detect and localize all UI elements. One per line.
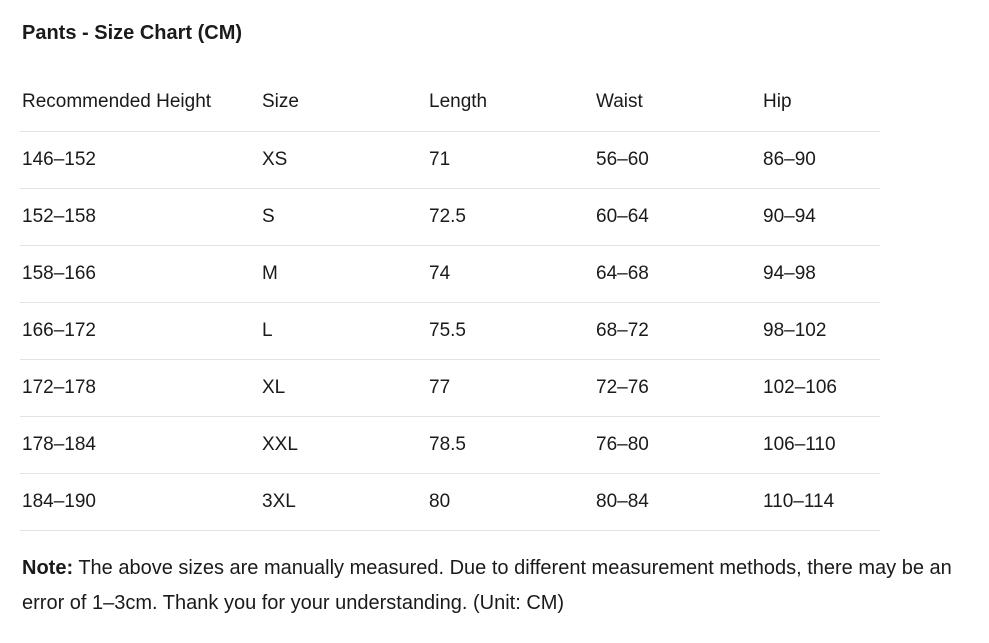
table-cell: 78.5 xyxy=(427,416,594,474)
table-cell: 72.5 xyxy=(427,188,594,246)
table-cell: 76–80 xyxy=(594,416,761,474)
table-cell: 86–90 xyxy=(761,131,880,189)
table-cell: L xyxy=(260,302,427,360)
table-cell: 184–190 xyxy=(20,473,260,531)
column-header: Recommended Height xyxy=(20,73,260,132)
table-cell: XXL xyxy=(260,416,427,474)
table-row: 172–178 XL 77 72–76 102–106 xyxy=(20,359,880,417)
table-cell: 106–110 xyxy=(761,416,880,474)
table-cell: 172–178 xyxy=(20,359,260,417)
column-header: Hip xyxy=(761,73,880,132)
table-body: 146–152 XS 71 56–60 86–90 152–158 S 72.5 60–64 90… xyxy=(20,131,880,531)
title: Pants - Size Chart (CM) xyxy=(22,22,243,44)
table-cell: XS xyxy=(260,131,427,189)
table-row: 146–152 XS 71 56–60 86–90 xyxy=(20,131,880,189)
table-cell: 75.5 xyxy=(427,302,594,360)
table-cell: 3XL xyxy=(260,473,427,531)
table-cell: 71 xyxy=(427,131,594,189)
table-cell: 72–76 xyxy=(594,359,761,417)
table-cell: 152–158 xyxy=(20,188,260,246)
table-row: 178–184 XXL 78.5 76–80 106–110 xyxy=(20,416,880,474)
table-cell: 102–106 xyxy=(761,359,880,417)
column-header: Length xyxy=(427,73,594,132)
table-row: 152–158 S 72.5 60–64 90–94 xyxy=(20,188,880,246)
table-cell: 90–94 xyxy=(761,188,880,246)
table-cell: 110–114 xyxy=(761,473,880,531)
table-cell: S xyxy=(260,188,427,246)
note: Note: The above sizes are manually measu… xyxy=(22,551,972,621)
table-row: 158–166 M 74 64–68 94–98 xyxy=(20,245,880,303)
table-cell: 178–184 xyxy=(20,416,260,474)
table-cell: 158–166 xyxy=(20,245,260,303)
table-cell: 56–60 xyxy=(594,131,761,189)
note-text: The above sizes are manually measured. D… xyxy=(22,557,952,614)
table-cell: 98–102 xyxy=(761,302,880,360)
table-cell: XL xyxy=(260,359,427,417)
table-cell: 94–98 xyxy=(761,245,880,303)
header-row: Recommended Height Size Length Waist Hip xyxy=(20,73,880,132)
column-header: Size xyxy=(260,73,427,132)
note-label: Note: xyxy=(22,557,74,579)
table-cell: 68–72 xyxy=(594,302,761,360)
table-cell: M xyxy=(260,245,427,303)
table-cell: 64–68 xyxy=(594,245,761,303)
table-cell: 166–172 xyxy=(20,302,260,360)
table-row: 184–190 3XL 80 80–84 110–114 xyxy=(20,473,880,531)
size-table: Recommended Height Size Length Waist Hip 146… xyxy=(20,73,880,531)
table-row: 166–172 L 75.5 68–72 98–102 xyxy=(20,302,880,360)
table-cell: 146–152 xyxy=(20,131,260,189)
column-header: Waist xyxy=(594,73,761,132)
table-cell: 60–64 xyxy=(594,188,761,246)
table-cell: 80–84 xyxy=(594,473,761,531)
table-cell: 77 xyxy=(427,359,594,417)
table-cell: 74 xyxy=(427,245,594,303)
table-cell: 80 xyxy=(427,473,594,531)
